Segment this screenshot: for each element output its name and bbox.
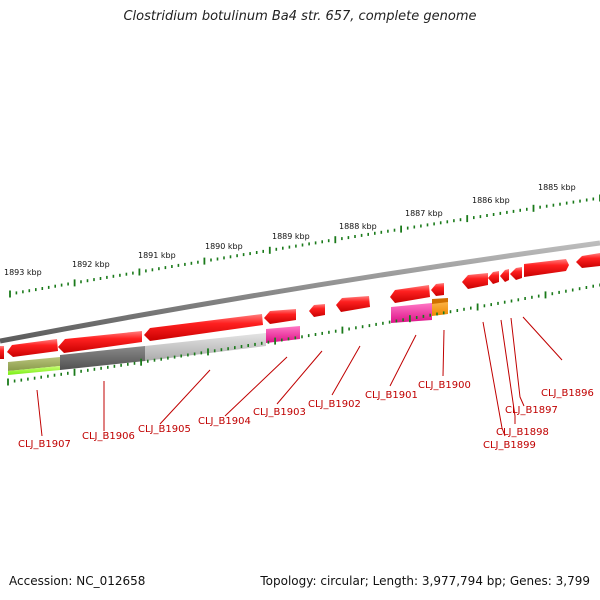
ruler-label-1892: 1892 kbp bbox=[72, 260, 110, 269]
cds-feature bbox=[431, 283, 444, 296]
gene-label-clj-b1899: CLJ_B1899 bbox=[483, 440, 536, 451]
cds-track bbox=[0, 253, 600, 359]
feature-olive bbox=[8, 357, 60, 371]
gene-labels: CLJ_B1907 CLJ_B1906 CLJ_B1905 CLJ_B1904 … bbox=[18, 380, 594, 451]
leader-line bbox=[159, 369, 211, 425]
cds-feature bbox=[524, 259, 569, 277]
cds-feature bbox=[0, 346, 4, 359]
leader-line bbox=[482, 321, 506, 437]
ruler-labels: 1893 kbp 1892 kbp 1891 kbp 1890 kbp 1889… bbox=[4, 183, 576, 277]
ruler-label-1886: 1886 kbp bbox=[472, 196, 510, 205]
outer-ruler-ticks bbox=[9, 194, 600, 298]
leader-line bbox=[224, 356, 288, 417]
gene-label-clj-b1906: CLJ_B1906 bbox=[82, 431, 135, 442]
cds-feature bbox=[336, 296, 370, 312]
genome-summary-text: Topology: circular; Length: 3,977,794 bp… bbox=[260, 574, 590, 588]
ruler-label-1888: 1888 kbp bbox=[339, 222, 377, 231]
ruler-label-1885: 1885 kbp bbox=[538, 183, 576, 192]
accession-text: Accession: NC_012658 bbox=[9, 574, 146, 588]
cds-feature bbox=[510, 267, 522, 280]
gene-label-clj-b1900: CLJ_B1900 bbox=[418, 380, 471, 391]
gene-label-clj-b1905: CLJ_B1905 bbox=[138, 424, 191, 435]
ruler-label-1890: 1890 kbp bbox=[205, 242, 243, 251]
map-title: Clostridium botulinum Ba4 str. 657, comp… bbox=[123, 9, 477, 24]
cds-feature bbox=[144, 314, 263, 341]
gene-label-clj-b1897: CLJ_B1897 bbox=[505, 405, 558, 416]
leader-line bbox=[36, 389, 43, 437]
leader-line bbox=[510, 317, 525, 407]
cds-feature bbox=[264, 309, 296, 324]
cds-feature bbox=[390, 285, 430, 303]
inner-ruler-ticks bbox=[7, 283, 600, 386]
gene-label-clj-b1902: CLJ_B1902 bbox=[308, 399, 361, 410]
cds-feature bbox=[488, 271, 499, 284]
leader-line bbox=[500, 319, 516, 424]
ruler-label-1891: 1891 kbp bbox=[138, 251, 176, 260]
ruler-label-1889: 1889 kbp bbox=[272, 232, 310, 241]
leader-line bbox=[331, 345, 361, 396]
feature-magenta bbox=[391, 303, 432, 323]
cds-feature bbox=[462, 273, 488, 289]
feature-dark-gray bbox=[60, 346, 145, 370]
leader-line bbox=[276, 350, 323, 405]
cds-feature bbox=[576, 253, 600, 268]
feature-light-gray bbox=[145, 333, 266, 361]
gene-label-clj-b1904: CLJ_B1904 bbox=[198, 416, 251, 427]
feature-track-inner bbox=[8, 298, 448, 375]
gene-label-clj-b1898: CLJ_B1898 bbox=[496, 427, 549, 438]
feature-orange-cap bbox=[432, 298, 448, 304]
feature-magenta bbox=[266, 326, 300, 343]
gene-label-clj-b1907: CLJ_B1907 bbox=[18, 439, 71, 450]
feature-lime bbox=[8, 366, 60, 375]
cds-feature bbox=[58, 331, 142, 353]
ruler-label-1893: 1893 kbp bbox=[4, 268, 42, 277]
cds-feature bbox=[500, 269, 509, 282]
gene-label-clj-b1901: CLJ_B1901 bbox=[365, 390, 418, 401]
gene-label-clj-b1903: CLJ_B1903 bbox=[253, 407, 306, 418]
gene-label-clj-b1896: CLJ_B1896 bbox=[541, 388, 594, 399]
gene-leader-lines bbox=[36, 316, 563, 437]
cds-feature bbox=[309, 304, 325, 317]
leader-line bbox=[389, 334, 417, 387]
cds-feature bbox=[7, 339, 58, 357]
ruler-label-1887: 1887 kbp bbox=[405, 209, 443, 218]
leader-line bbox=[522, 316, 563, 361]
genome-backbone bbox=[0, 240, 600, 344]
leader-line bbox=[442, 329, 445, 377]
